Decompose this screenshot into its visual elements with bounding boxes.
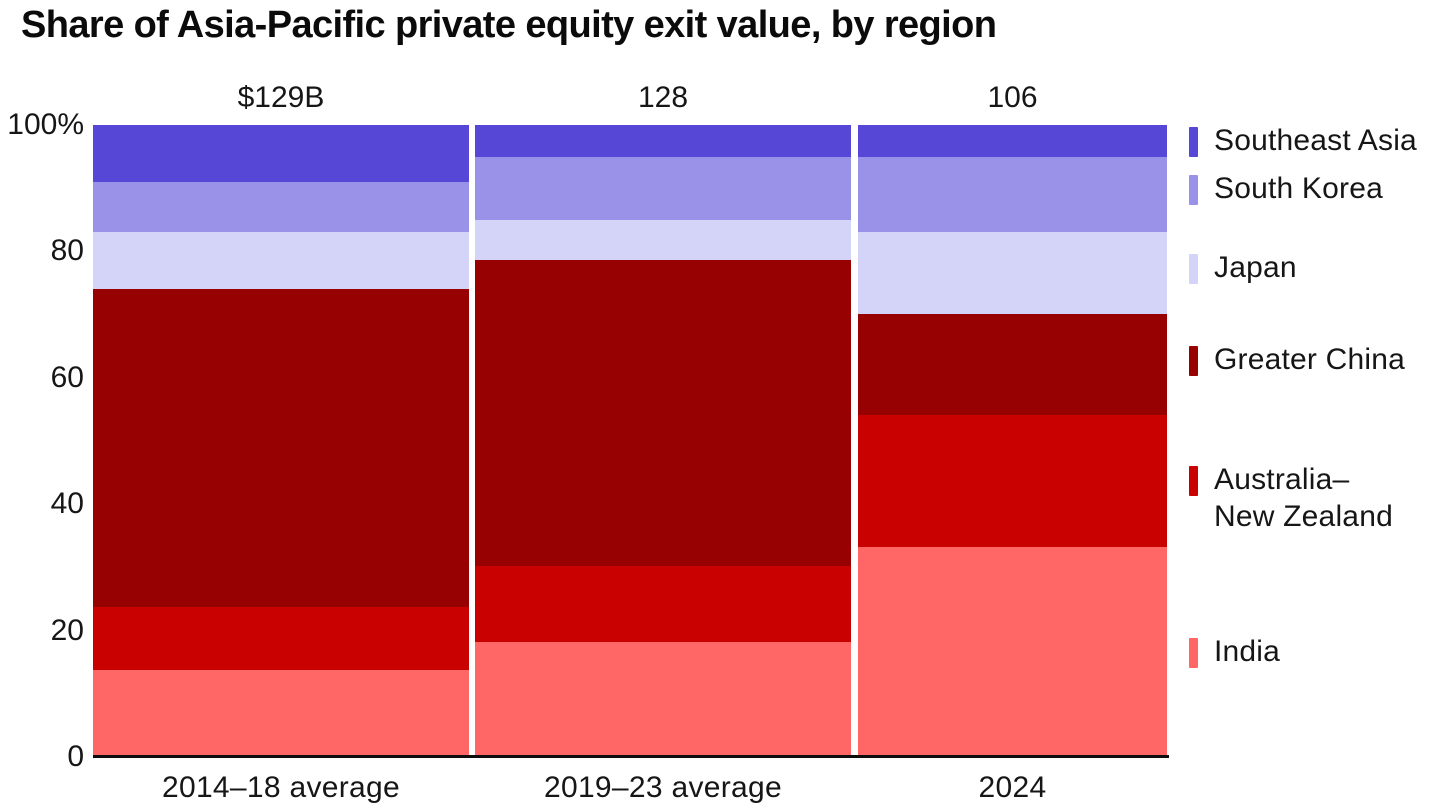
legend-swatch-india	[1189, 638, 1198, 668]
x-label-2024: 2024	[978, 771, 1047, 804]
legend-label-japan: Japan	[1214, 251, 1297, 284]
legend-swatch-southeast-asia	[1189, 127, 1198, 157]
bar-segment-australia-new-zealand	[93, 606, 469, 670]
stacked-bar-2019-23-average	[475, 125, 851, 755]
bar-total-2024: 106	[987, 81, 1038, 114]
bar-segment-greater-china	[475, 260, 851, 566]
bar-segment-japan	[475, 219, 851, 261]
bar-segment-india	[475, 641, 851, 755]
stacked-bar-2024	[858, 125, 1167, 755]
bar-segment-india	[93, 669, 469, 755]
y-tick-0: 0	[67, 740, 84, 773]
legend-item-south-korea: South Korea	[1189, 170, 1383, 207]
bar-segment-south-korea	[93, 181, 469, 233]
bar-segment-australia-new-zealand	[475, 565, 851, 642]
legend-item-southeast-asia: Southeast Asia	[1189, 122, 1417, 159]
bar-segment-south-korea	[858, 156, 1167, 233]
legend-swatch-australia-new-zealand	[1189, 466, 1198, 496]
y-tick-20: 20	[50, 614, 84, 647]
x-label-2014-18-average: 2014–18 average	[161, 771, 401, 804]
bar-segment-japan	[858, 232, 1167, 314]
legend-item-greater-china: Greater China	[1189, 341, 1405, 378]
legend-label-india: India	[1214, 635, 1281, 668]
stacked-bar-2014-18-average	[93, 125, 469, 755]
y-tick-100: 100%	[7, 108, 84, 141]
bar-segment-australia-new-zealand	[858, 414, 1167, 548]
legend-swatch-greater-china	[1189, 346, 1198, 376]
legend-swatch-japan	[1189, 254, 1198, 284]
bar-total-2019-23: 128	[637, 81, 689, 114]
chart-title: Share of Asia-Pacific private equity exi…	[21, 4, 997, 46]
bar-total-2014-18: $129B	[237, 81, 325, 114]
legend-label-south-korea: South Korea	[1214, 172, 1383, 205]
x-label-2019-23-average: 2019–23 average	[543, 771, 783, 804]
bar-segment-southeast-asia	[475, 125, 851, 157]
legend-label-australia-new-zealand: Australia– New Zealand	[1214, 463, 1393, 533]
bar-segment-southeast-asia	[93, 125, 469, 182]
legend-item-australia-new-zealand: Australia– New Zealand	[1189, 461, 1393, 535]
legend-item-india: India	[1189, 633, 1280, 670]
legend-swatch-south-korea	[1189, 175, 1198, 205]
legend-label-greater-china: Greater China	[1214, 343, 1406, 376]
bar-segment-south-korea	[475, 156, 851, 220]
legend-label-southeast-asia: Southeast Asia	[1214, 124, 1417, 157]
y-tick-80: 80	[50, 234, 84, 267]
bar-segment-japan	[93, 232, 469, 289]
y-tick-60: 60	[50, 361, 84, 394]
y-tick-40: 40	[50, 487, 84, 520]
bar-segment-southeast-asia	[858, 125, 1167, 157]
bar-segment-greater-china	[858, 313, 1167, 415]
bar-segment-india	[858, 547, 1167, 755]
bar-segment-greater-china	[93, 288, 469, 607]
legend-item-japan: Japan	[1189, 249, 1297, 286]
x-axis-line	[93, 755, 1169, 758]
